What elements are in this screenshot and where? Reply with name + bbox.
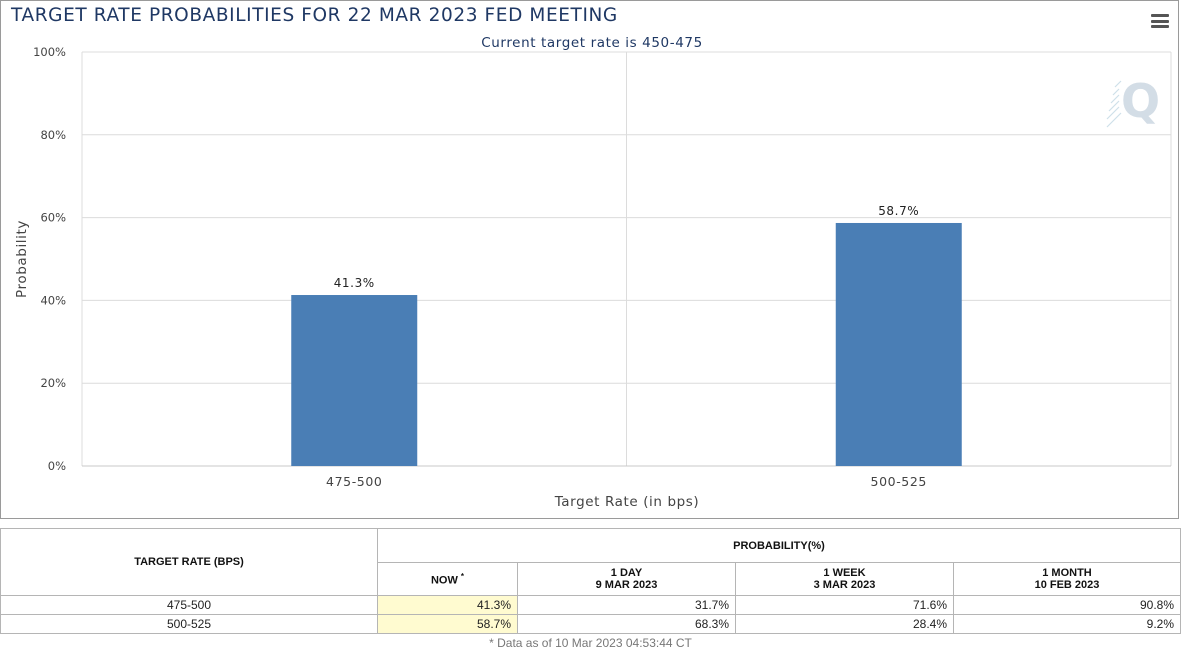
rate-cell: 500-525 bbox=[0, 614, 378, 634]
one-day-column-header: 1 DAY 9 MAR 2023 bbox=[517, 562, 736, 596]
y-tick-label: 20% bbox=[40, 376, 66, 390]
x-axis-title: Target Rate (in bps) bbox=[554, 494, 700, 510]
y-tick-label: 80% bbox=[40, 128, 66, 142]
one-month-cell: 90.8% bbox=[953, 595, 1181, 615]
y-tick-label: 40% bbox=[40, 293, 66, 307]
one-day-cell: 31.7% bbox=[517, 595, 736, 615]
watermark-logo-icon: Q bbox=[1106, 74, 1160, 128]
one-month-cell: 9.2% bbox=[953, 614, 1181, 634]
x-tick-label: 475-500 bbox=[326, 474, 382, 489]
table-row: 500-525 58.7% 68.3% 28.4% 9.2% bbox=[0, 614, 1181, 634]
chart-title: TARGET RATE PROBABILITIES FOR 22 MAR 202… bbox=[11, 5, 618, 26]
y-axis-title: Probability bbox=[14, 220, 30, 298]
bar-chart: 0% 20% 40% 60% 80% 100% 475-500 500-525 41.3% 5… bbox=[14, 35, 1172, 510]
one-week-column-header: 1 WEEK 3 MAR 2023 bbox=[735, 562, 954, 596]
y-tick-label: 60% bbox=[40, 211, 66, 225]
one-week-cell: 71.6% bbox=[735, 595, 954, 615]
probability-table: TARGET RATE (BPS) PROBABILITY(%) NOW * 1… bbox=[0, 528, 1181, 652]
now-cell: 58.7% bbox=[377, 614, 518, 634]
x-tick-label: 500-525 bbox=[871, 474, 927, 489]
chart-panel: TARGET RATE PROBABILITIES FOR 22 MAR 202… bbox=[0, 0, 1179, 519]
bar[interactable] bbox=[835, 222, 962, 466]
chart-subtitle: Current target rate is 450-475 bbox=[481, 35, 703, 51]
y-tick-label: 0% bbox=[48, 459, 66, 473]
bar[interactable] bbox=[291, 295, 418, 466]
menu-icon[interactable] bbox=[1151, 14, 1169, 28]
probability-header: PROBABILITY(%) bbox=[377, 528, 1181, 563]
data-label: 41.3% bbox=[334, 276, 375, 290]
data-label: 58.7% bbox=[878, 204, 919, 218]
one-week-cell: 28.4% bbox=[735, 614, 954, 634]
footnote: * Data as of 10 Mar 2023 04:53:44 CT bbox=[0, 633, 1181, 652]
table-row: 475-500 41.3% 31.7% 71.6% 90.8% bbox=[0, 595, 1181, 615]
rate-cell: 475-500 bbox=[0, 595, 378, 615]
y-tick-label: 100% bbox=[33, 45, 66, 59]
one-day-cell: 68.3% bbox=[517, 614, 736, 634]
one-month-column-header: 1 MONTH 10 FEB 2023 bbox=[953, 562, 1181, 596]
target-rate-header: TARGET RATE (BPS) bbox=[0, 528, 378, 596]
now-cell: 41.3% bbox=[377, 595, 518, 615]
now-column-header: NOW * bbox=[377, 562, 518, 596]
svg-text:Q: Q bbox=[1121, 74, 1160, 128]
